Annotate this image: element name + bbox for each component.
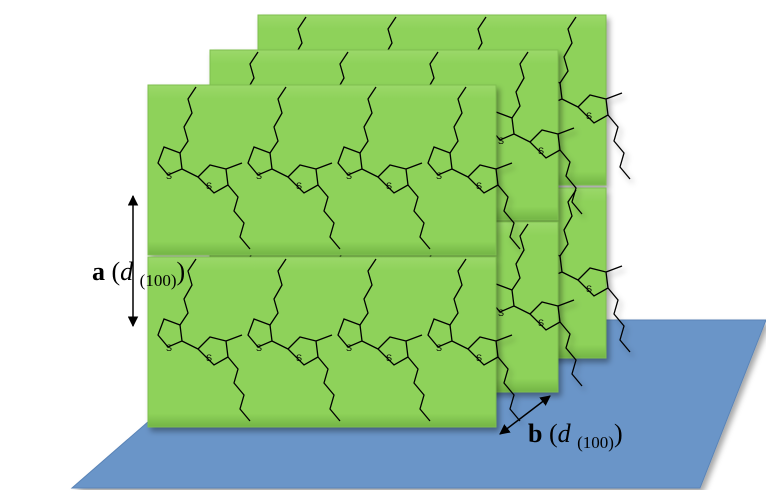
paren: (	[549, 419, 558, 448]
subscript: (100)	[577, 433, 614, 452]
diagram: S S a (d (100)) b (d (100))	[0, 0, 766, 490]
subscript: (100)	[140, 271, 177, 290]
symbol: d	[120, 257, 134, 286]
axis: b	[528, 419, 542, 448]
paren: )	[177, 257, 186, 286]
axis: a	[92, 257, 105, 286]
paren: (	[112, 257, 121, 286]
symbol: d	[558, 419, 572, 448]
paren: )	[614, 419, 623, 448]
